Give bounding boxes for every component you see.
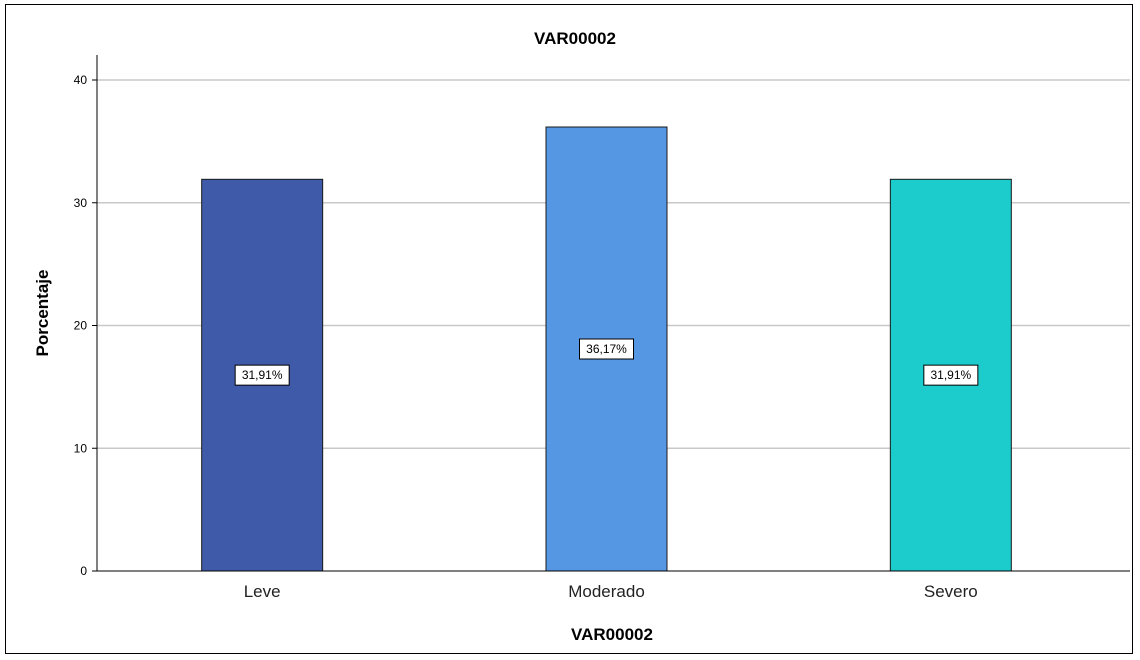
y-tick-label: 10 [74, 441, 88, 455]
x-category-label: Severo [924, 582, 978, 601]
data-label-box [234, 364, 290, 386]
data-label: 31,91% [930, 368, 971, 382]
y-tick-label: 20 [74, 319, 88, 333]
x-axis-label: VAR00002 [571, 625, 653, 644]
y-axis-ticks: 0 10 20 30 40 [74, 73, 97, 578]
x-axis-categories: Leve Moderado Severo [244, 582, 978, 601]
y-tick-label: 40 [74, 73, 88, 87]
data-label-box [923, 364, 979, 386]
chart-title: VAR00002 [534, 29, 616, 48]
y-axis-label: Porcentaje [33, 270, 52, 357]
data-label: 36,17% [586, 342, 627, 356]
x-category-label: Leve [244, 582, 281, 601]
x-category-label: Moderado [568, 582, 645, 601]
y-tick-label: 30 [74, 196, 88, 210]
bars: 31,91% 36,17% 31,91% [201, 126, 1012, 572]
data-label-box [579, 338, 634, 360]
data-label: 31,91% [242, 368, 283, 382]
y-tick-label: 0 [80, 564, 87, 578]
